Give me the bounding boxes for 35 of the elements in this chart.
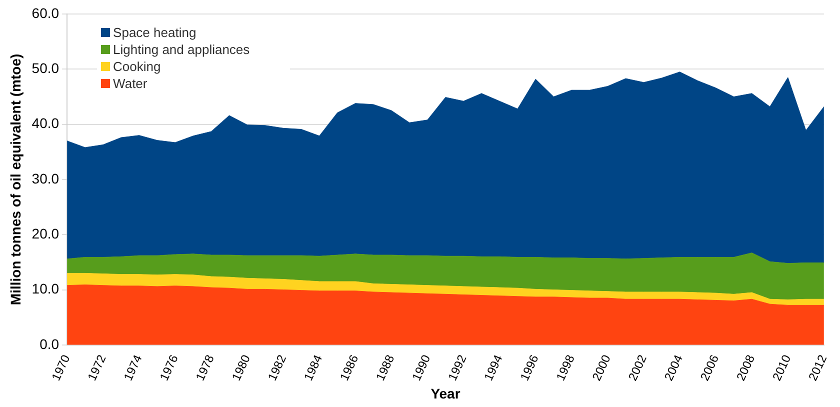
x-tick-label: 1972: [84, 352, 109, 383]
x-tick-label: 1992: [445, 352, 470, 383]
x-tick-label: 1998: [553, 352, 578, 383]
x-tick-label: 2002: [625, 352, 650, 383]
x-tick-label: 1986: [337, 352, 362, 383]
legend-label: Cooking: [113, 59, 161, 74]
x-tick-label: 1984: [301, 352, 326, 383]
x-tick-label: 1990: [409, 352, 434, 383]
x-tick-label: 1976: [156, 352, 182, 383]
legend-label: Lighting and appliances: [113, 42, 250, 57]
x-tick-label: 1974: [120, 352, 145, 383]
legend-label: Water: [113, 76, 148, 91]
x-tick-label: 2006: [698, 352, 722, 383]
x-tick-label: 1988: [373, 352, 398, 383]
y-tick-label: 10.0: [32, 280, 60, 297]
x-tick-label: 2000: [589, 352, 614, 383]
y-axis-title: Million tonnes of oil equivalent (mtoe): [7, 54, 24, 306]
x-tick-label: 1994: [481, 352, 506, 383]
x-tick-label: 1978: [192, 352, 218, 383]
x-tick-label: 1996: [517, 352, 542, 383]
x-tick-label: 1982: [265, 352, 290, 383]
y-tick-label: 50.0: [32, 60, 60, 76]
x-tick-label: 2010: [770, 352, 794, 383]
x-tick-label: 1970: [48, 352, 73, 383]
y-tick-label: 40.0: [32, 115, 60, 132]
y-tick-label: 60.0: [32, 4, 60, 21]
y-tick-label: 30.0: [32, 170, 60, 186]
legend-label: Space heating: [113, 25, 196, 40]
y-tick-label: 20.0: [32, 225, 60, 242]
x-tick-label: 2004: [662, 352, 686, 383]
x-tick-label: 1980: [229, 352, 254, 383]
x-axis-title: Year: [430, 385, 461, 402]
x-tick-label: 2012: [806, 352, 830, 383]
x-tick-label: 2008: [734, 352, 758, 383]
y-tick-label: 0.0: [40, 336, 60, 352]
